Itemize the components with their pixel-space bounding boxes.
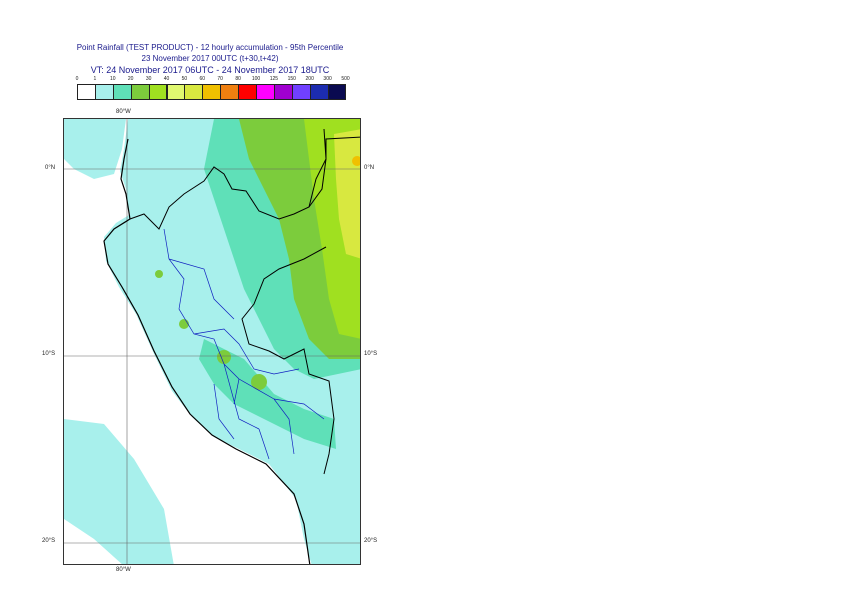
legend-label: 30 <box>145 76 152 82</box>
legend-swatch <box>327 84 347 100</box>
offshore-light-rain-south <box>64 419 174 564</box>
legend-label: 300 <box>323 76 332 82</box>
legend-swatch <box>309 84 329 100</box>
legend-label: 500 <box>341 76 350 82</box>
run-time: 23 November 2017 00UTC (t+30,t+42) <box>141 54 279 63</box>
legend-label: 0 <box>75 76 79 82</box>
peru-brazil-border <box>241 246 335 475</box>
rainfall-map[interactable] <box>63 118 361 565</box>
legend-label: 100 <box>251 76 261 82</box>
moderate-rain-andes <box>199 339 336 449</box>
legend-swatch <box>130 84 150 100</box>
andes-heavy-patch <box>155 270 163 278</box>
legend-label: 80 <box>235 76 241 82</box>
lat-label-10-right: 10°S <box>364 351 378 357</box>
legend-swatch <box>273 84 293 100</box>
legend-swatch <box>184 84 204 100</box>
legend-swatch <box>202 84 222 100</box>
andes-heavy-patch <box>179 319 189 329</box>
legend-swatch <box>77 84 96 100</box>
coastline <box>103 138 311 564</box>
lat-label-0-right: 0°N <box>364 165 375 171</box>
legend-swatch <box>148 84 168 100</box>
legend-swatch <box>112 84 132 100</box>
ecuador-peru-border <box>129 136 360 230</box>
andes-heavy-patch <box>251 374 267 390</box>
offshore-light-rain <box>64 119 126 179</box>
legend-label: 40 <box>163 76 170 82</box>
andes-heavy-patch <box>217 350 231 364</box>
colombia-border <box>308 128 327 208</box>
legend-swatch <box>94 84 114 100</box>
legend-swatch <box>220 84 240 100</box>
legend-label: 60 <box>199 76 206 82</box>
legend-label: 1 <box>93 76 97 82</box>
lat-label-0-left: 0°N <box>45 165 56 171</box>
legend-swatch <box>238 84 257 100</box>
legend-swatch <box>166 84 186 100</box>
map-title: Point Rainfall (TEST PRODUCT) - 12 hourl… <box>76 43 344 52</box>
legend-label: 200 <box>305 76 314 82</box>
legend-label: 50 <box>181 76 188 82</box>
lon-label-bottom: 80°W <box>116 567 131 573</box>
legend-swatch <box>256 84 275 100</box>
lat-label-20-left: 20°S <box>42 538 56 544</box>
peak-rain-spot <box>352 156 360 166</box>
legend-label: 10 <box>110 76 116 82</box>
legend-label: 150 <box>287 76 296 82</box>
lat-label-20-right: 20°S <box>364 538 378 544</box>
lon-label-top: 80°W <box>116 109 131 115</box>
region-borders <box>163 228 325 460</box>
legend-label: 125 <box>269 76 279 82</box>
legend-label: 70 <box>217 76 223 82</box>
lat-label-10-left: 10°S <box>42 351 56 357</box>
map-canvas <box>64 119 360 564</box>
valid-time: VT: 24 November 2017 06UTC - 24 November… <box>90 65 330 75</box>
legend-label: 20 <box>127 76 134 82</box>
legend-swatch <box>291 84 311 100</box>
